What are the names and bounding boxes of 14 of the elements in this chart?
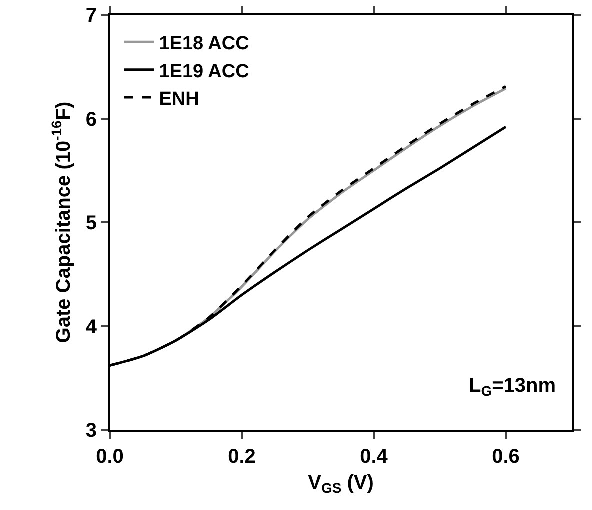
x-axis-title: V$_{GS}$ (V) [308,472,374,496]
x-tick-label: 0.2 [228,446,256,468]
y-tick-label: 4 [86,316,98,338]
y-tick-label: 5 [86,212,97,234]
y-tick-label: 7 [86,5,97,27]
legend-label: 1E19 ACC [159,61,250,82]
annotation: L$_{G}$=13nm [469,375,556,400]
x-tick-label: 0.0 [96,446,124,468]
legend-label: 1E18 ACC [159,34,250,55]
x-tick-label: 0.6 [492,446,520,468]
y-tick-label: 3 [86,420,97,442]
x-tick-label: 0.4 [360,446,389,468]
y-tick-label: 6 [86,108,97,131]
legend-label: ENH [159,88,200,110]
